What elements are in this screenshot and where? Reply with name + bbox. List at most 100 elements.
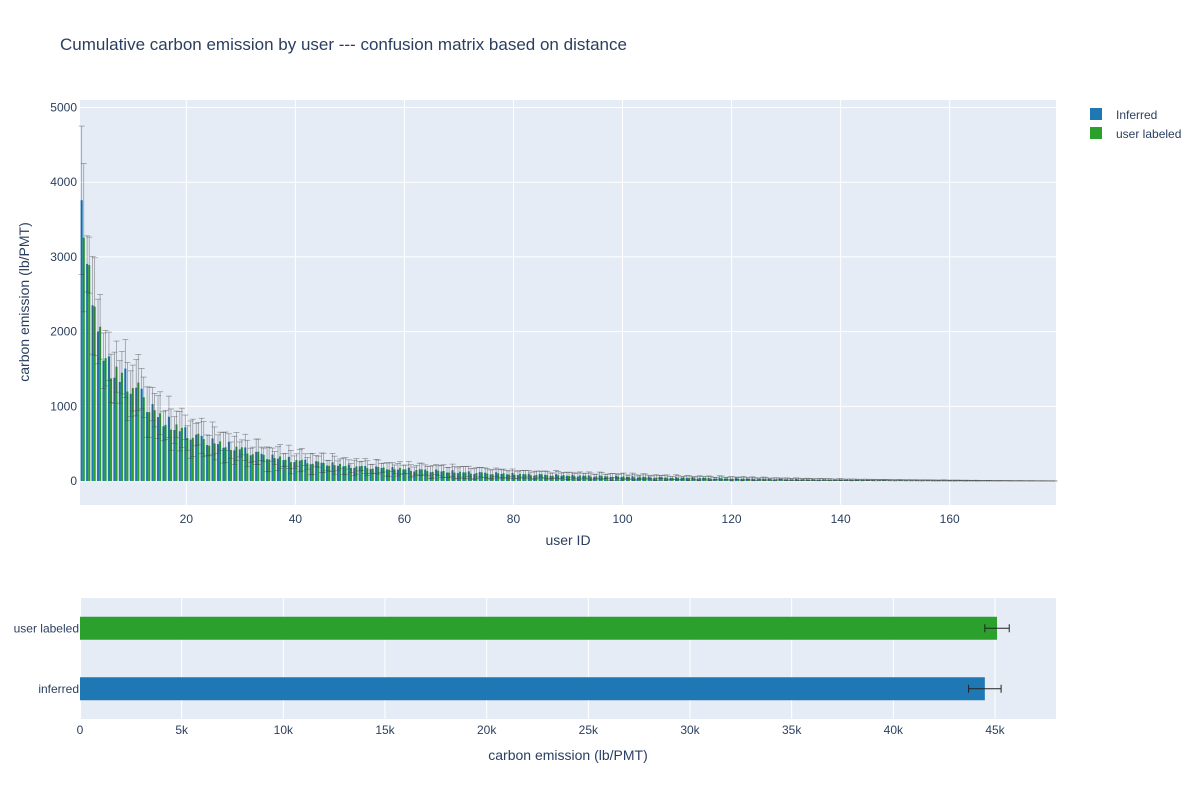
- bottom-x-tick-label: 35k: [782, 723, 802, 737]
- legend-swatch-user-labeled: [1090, 127, 1102, 139]
- bottom-x-tick-label: 45k: [985, 723, 1005, 737]
- bar-inferred: [260, 453, 263, 482]
- bar-inferred: [293, 462, 296, 482]
- bar-inferred: [304, 459, 307, 482]
- bar-inferred: [151, 404, 154, 482]
- bottom-y-tick-label: user labeled: [14, 621, 79, 635]
- bar-user-labeled: [93, 306, 96, 482]
- bar-user-labeled: [235, 446, 238, 482]
- bar-inferred: [173, 430, 176, 482]
- bar-user-labeled: [295, 460, 298, 482]
- bar-inferred: [178, 431, 181, 482]
- top-plot-background: [80, 100, 1056, 505]
- hbar-inferred: [80, 677, 985, 701]
- bar-user-labeled: [115, 366, 118, 482]
- legend-label-inferred[interactable]: Inferred: [1116, 108, 1157, 122]
- bar-inferred: [195, 434, 198, 482]
- bar-inferred: [135, 387, 138, 482]
- bottom-x-tick-label: 30k: [680, 723, 700, 737]
- bar-user-labeled: [169, 429, 173, 482]
- bar-user-labeled: [273, 458, 276, 482]
- bar-user-labeled: [109, 378, 113, 482]
- top-x-axis-title: user ID: [545, 532, 590, 548]
- chart-title: Cumulative carbon emission by user --- c…: [60, 35, 627, 54]
- bar-inferred: [118, 381, 121, 482]
- bottom-x-ticks: 0 5k 10k 15k 20k 25k 30k 35k 40k 45k: [77, 723, 1006, 737]
- bar-user-labeled: [382, 467, 385, 482]
- bar-inferred: [102, 360, 105, 482]
- top-bars: [78, 125, 1058, 482]
- bar-user-labeled: [257, 451, 260, 482]
- bar-user-labeled: [660, 477, 663, 482]
- bar-inferred: [222, 447, 225, 482]
- legend-label-user-labeled[interactable]: user labeled: [1116, 127, 1181, 141]
- bar-user-labeled: [393, 469, 396, 482]
- bar-user-labeled: [360, 465, 363, 482]
- bar-inferred: [107, 356, 110, 482]
- bottom-y-ticks: inferred user labeled: [14, 621, 79, 696]
- top-gridlines: [80, 100, 1056, 505]
- bar-user-labeled: [415, 469, 418, 482]
- top-x-tick-label: 20: [180, 512, 194, 526]
- top-y-tick-label: 4000: [50, 175, 77, 189]
- bar-user-labeled: [284, 459, 287, 482]
- bottom-x-tick-label: 0: [77, 723, 84, 737]
- bar-user-labeled: [175, 424, 178, 482]
- top-x-tick-label: 140: [831, 512, 851, 526]
- bar-inferred: [391, 467, 394, 482]
- bar-user-labeled: [638, 476, 641, 482]
- bar-user-labeled: [99, 326, 102, 482]
- bar-user-labeled: [153, 410, 156, 482]
- bar-user-labeled: [104, 358, 107, 482]
- top-x-tick-label: 40: [289, 512, 303, 526]
- bar-inferred: [407, 467, 410, 482]
- bar-user-labeled: [186, 438, 189, 482]
- bar-inferred: [200, 435, 203, 482]
- top-x-tick-label: 80: [507, 512, 521, 526]
- bar-user-labeled: [540, 474, 543, 482]
- bar-inferred: [167, 416, 170, 482]
- bar-user-labeled: [131, 388, 134, 482]
- bar-user-labeled: [82, 237, 85, 482]
- bar-inferred: [380, 467, 383, 482]
- bar-inferred: [184, 427, 187, 482]
- bar-inferred: [80, 200, 83, 482]
- top-x-ticks: 20 40 60 80 100 120 140 160: [180, 512, 960, 526]
- bar-user-labeled: [137, 382, 140, 482]
- bar-inferred: [238, 449, 241, 482]
- bar-user-labeled: [126, 391, 129, 482]
- bar-inferred: [244, 447, 247, 482]
- bar-inferred: [315, 461, 318, 482]
- top-x-tick-label: 160: [940, 512, 960, 526]
- bar-user-labeled: [148, 412, 151, 482]
- bar-user-labeled: [404, 469, 407, 482]
- bar-user-labeled: [246, 453, 249, 482]
- bar-inferred: [216, 444, 220, 482]
- bottom-x-tick-label: 40k: [884, 723, 904, 737]
- bar-user-labeled: [159, 413, 162, 482]
- bar-user-labeled: [202, 439, 205, 482]
- bar-inferred: [97, 331, 100, 482]
- bar-user-labeled: [224, 447, 227, 482]
- bar-inferred: [162, 426, 165, 482]
- top-y-tick-label: 0: [70, 474, 77, 488]
- legend[interactable]: Inferred user labeled: [1090, 108, 1181, 141]
- bar-user-labeled: [262, 454, 265, 482]
- bar-inferred: [336, 465, 339, 482]
- bar-inferred: [402, 469, 405, 482]
- bar-user-labeled: [120, 372, 123, 482]
- bottom-x-tick-label: 5k: [175, 723, 189, 737]
- bottom-bars: [80, 616, 1010, 701]
- top-x-tick-label: 60: [398, 512, 412, 526]
- bar-inferred: [146, 412, 149, 482]
- bar-user-labeled: [240, 447, 243, 482]
- bar-user-labeled: [208, 445, 211, 482]
- bar-inferred: [282, 460, 285, 482]
- bar-inferred: [255, 451, 258, 482]
- bar-inferred: [271, 454, 274, 482]
- bar-user-labeled: [164, 424, 167, 482]
- bar-inferred: [358, 466, 361, 482]
- bar-user-labeled: [371, 468, 374, 482]
- bar-inferred: [129, 393, 132, 482]
- bar-user-labeled: [142, 397, 145, 482]
